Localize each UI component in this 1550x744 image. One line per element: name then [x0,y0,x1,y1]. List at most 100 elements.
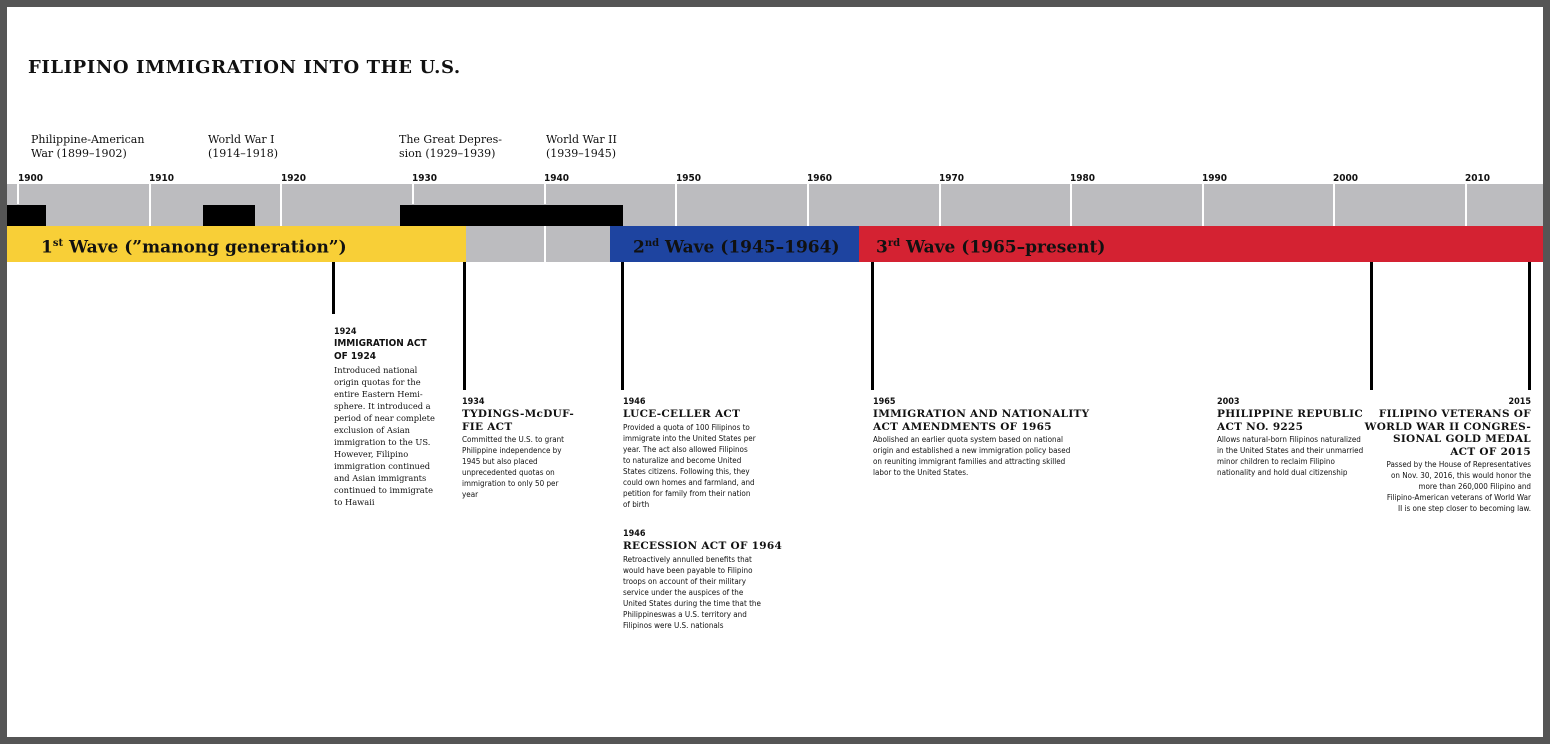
period-label-line: World War II [546,133,617,146]
event-1924-immigration-act: 1924 IMMIGRATION ACT OF 1924 Introduced … [334,326,444,508]
decade-label-2010: 2010 [1465,173,1491,184]
event-year: 1965 [873,397,896,407]
event-description: Committed the U.S. to grant Philippine i… [462,434,587,500]
description-line: origin quotas for the [334,377,421,387]
decade-tick [1465,184,1467,226]
event-line-1924 [332,262,335,314]
description-line: to naturalize and become United [623,455,742,465]
event-year: 1924 [334,327,357,337]
decade-tick [939,184,941,226]
decade-tick [807,184,809,226]
description-line: immigration to only 50 per [462,479,559,488]
event-description: Abolished an earlier quota system based … [873,434,1103,478]
description-line: nationality and hold dual citizenship [1217,468,1348,477]
event-title: FILIPINO VETERANS OF [1378,408,1531,420]
description-line: service under the auspices of the [623,587,744,597]
description-line: period of near complete [334,413,435,423]
event-title: SIONAL GOLD MEDAL [1392,433,1531,445]
period-label-line: Philippine-American [31,133,145,146]
description-line: Philippineswas a U.S. territory and [623,609,747,619]
wave-bar-1st: 1st Wave (”manong generation”) [7,226,466,262]
decade-label-1970: 1970 [939,173,965,184]
description-line: United States during the time that the [623,598,761,608]
period-label-world-war-2: World War II (1939–1945) [546,133,617,161]
decade-tick [1070,184,1072,226]
description-line: However, Filipino [334,449,409,459]
event-description: Allows natural-born Filipinos naturalize… [1217,434,1377,478]
event-2015-filipino-veterans-act: 2015 FILIPINO VETERANS OF WORLD WAR II C… [1363,396,1531,514]
wave-label-1st: 1st Wave (”manong generation”) [41,237,347,258]
event-year: 1946 [623,397,646,407]
description-line: sphere. It introduced a [334,401,431,411]
decade-tick [1333,184,1335,226]
decade-tick [675,184,677,226]
description-line: in the United States and their unmarried [1217,446,1364,455]
event-title: WORLD WAR II CONGRES- [1364,420,1531,433]
period-label-philippine-american-war: Philippine-American War (1899–1902) [31,133,144,161]
description-line: Filipino-American veterans of World War [1386,493,1531,502]
event-title: LUCE-CELLER ACT [623,408,741,420]
decade-label-1900: 1900 [18,173,44,184]
event-year: 2015 [1508,397,1531,407]
description-line: 1945 but also placed [462,457,538,466]
period-label-line: The Great Depres- [399,133,502,146]
description-line: Abolished an earlier quota system based … [873,435,1064,444]
description-line: entire Eastern Hemi- [334,389,423,399]
decade-label-1930: 1930 [412,173,438,184]
period-label-line: sion (1929–1939) [399,147,496,160]
decade-tick [280,184,282,226]
period-label-world-war-1: World War I (1914–1918) [208,133,278,161]
decade-label-2000: 2000 [1333,173,1359,184]
description-line: origin and established a new immigration… [873,446,1071,455]
event-line-2003 [1370,262,1373,390]
event-1965-immigration-nationality-act: 1965 IMMIGRATION AND NATIONALITY ACT AME… [873,396,1103,478]
period-label-line: War (1899–1902) [31,147,127,160]
description-line: to Hawaii [334,497,375,507]
wave-gap [466,226,610,262]
description-line: immigration to the US. [334,437,431,447]
period-label-line: (1914–1918) [208,147,279,160]
description-line: could own homes and farmland, and [623,477,755,487]
event-title: RECESSION ACT OF 1964 [623,540,783,552]
description-line: States citizens. Following this, they [623,466,750,476]
decade-tick [544,226,546,262]
description-line: troops on account of their military [623,576,746,586]
event-line-1946 [621,262,624,390]
event-1946-recession-act: 1946 RECESSION ACT OF 1964 Retroactively… [623,528,793,631]
event-title: IMMIGRATION ACT [334,338,427,349]
description-line: would have been payable to Filipino [623,565,753,575]
description-line: Retroactively annulled benefits that [623,554,752,564]
description-line: of birth [623,499,650,509]
description-line: on Nov. 30, 2016, this would honor the [1391,471,1531,480]
decade-label-1910: 1910 [149,173,175,184]
description-line: immigration continued [334,461,431,471]
war-bar-world-war-1 [203,205,255,226]
event-title: TYDINGS-McDUF- [462,408,575,420]
period-label-great-depression: The Great Depres- sion (1929–1939) [399,133,502,161]
description-line: minor children to reclaim Filipino [1217,457,1335,466]
description-line: Passed by the House of Representatives [1386,460,1531,469]
event-description: Passed by the House of Representatives o… [1363,459,1531,514]
decade-tick [149,184,151,226]
event-line-1965 [871,262,874,390]
decade-tick [1202,184,1204,226]
event-year: 1934 [462,397,485,407]
wave-bar-3rd: 3rd Wave (1965–present) [859,226,1543,262]
event-title: ACT NO. 9225 [1217,420,1304,433]
decade-tick [412,184,414,204]
event-description: Introduced national origin quotas for th… [334,364,444,508]
timeline-canvas: FILIPINO IMMIGRATION INTO THE U.S. Phili… [7,7,1543,737]
decade-label-1990: 1990 [1202,173,1228,184]
description-line: II is one step closer to becoming law. [1397,504,1531,513]
event-title: FIE ACT [462,420,513,433]
description-line: continued to immigrate [334,485,433,495]
description-line: unprecedented quotas on [462,468,555,477]
war-bar-philippine-american-war [7,205,46,226]
page-title: FILIPINO IMMIGRATION INTO THE U.S. [28,57,461,78]
description-line: Provided a quota of 100 Filipinos to [623,422,750,432]
period-label-line: (1939–1945) [546,147,617,160]
wave-label-3rd: 3rd Wave (1965–present) [876,237,1106,258]
description-line: immigrate into the United States per [623,433,756,443]
decade-label-1940: 1940 [544,173,570,184]
event-year: 2003 [1217,397,1240,407]
